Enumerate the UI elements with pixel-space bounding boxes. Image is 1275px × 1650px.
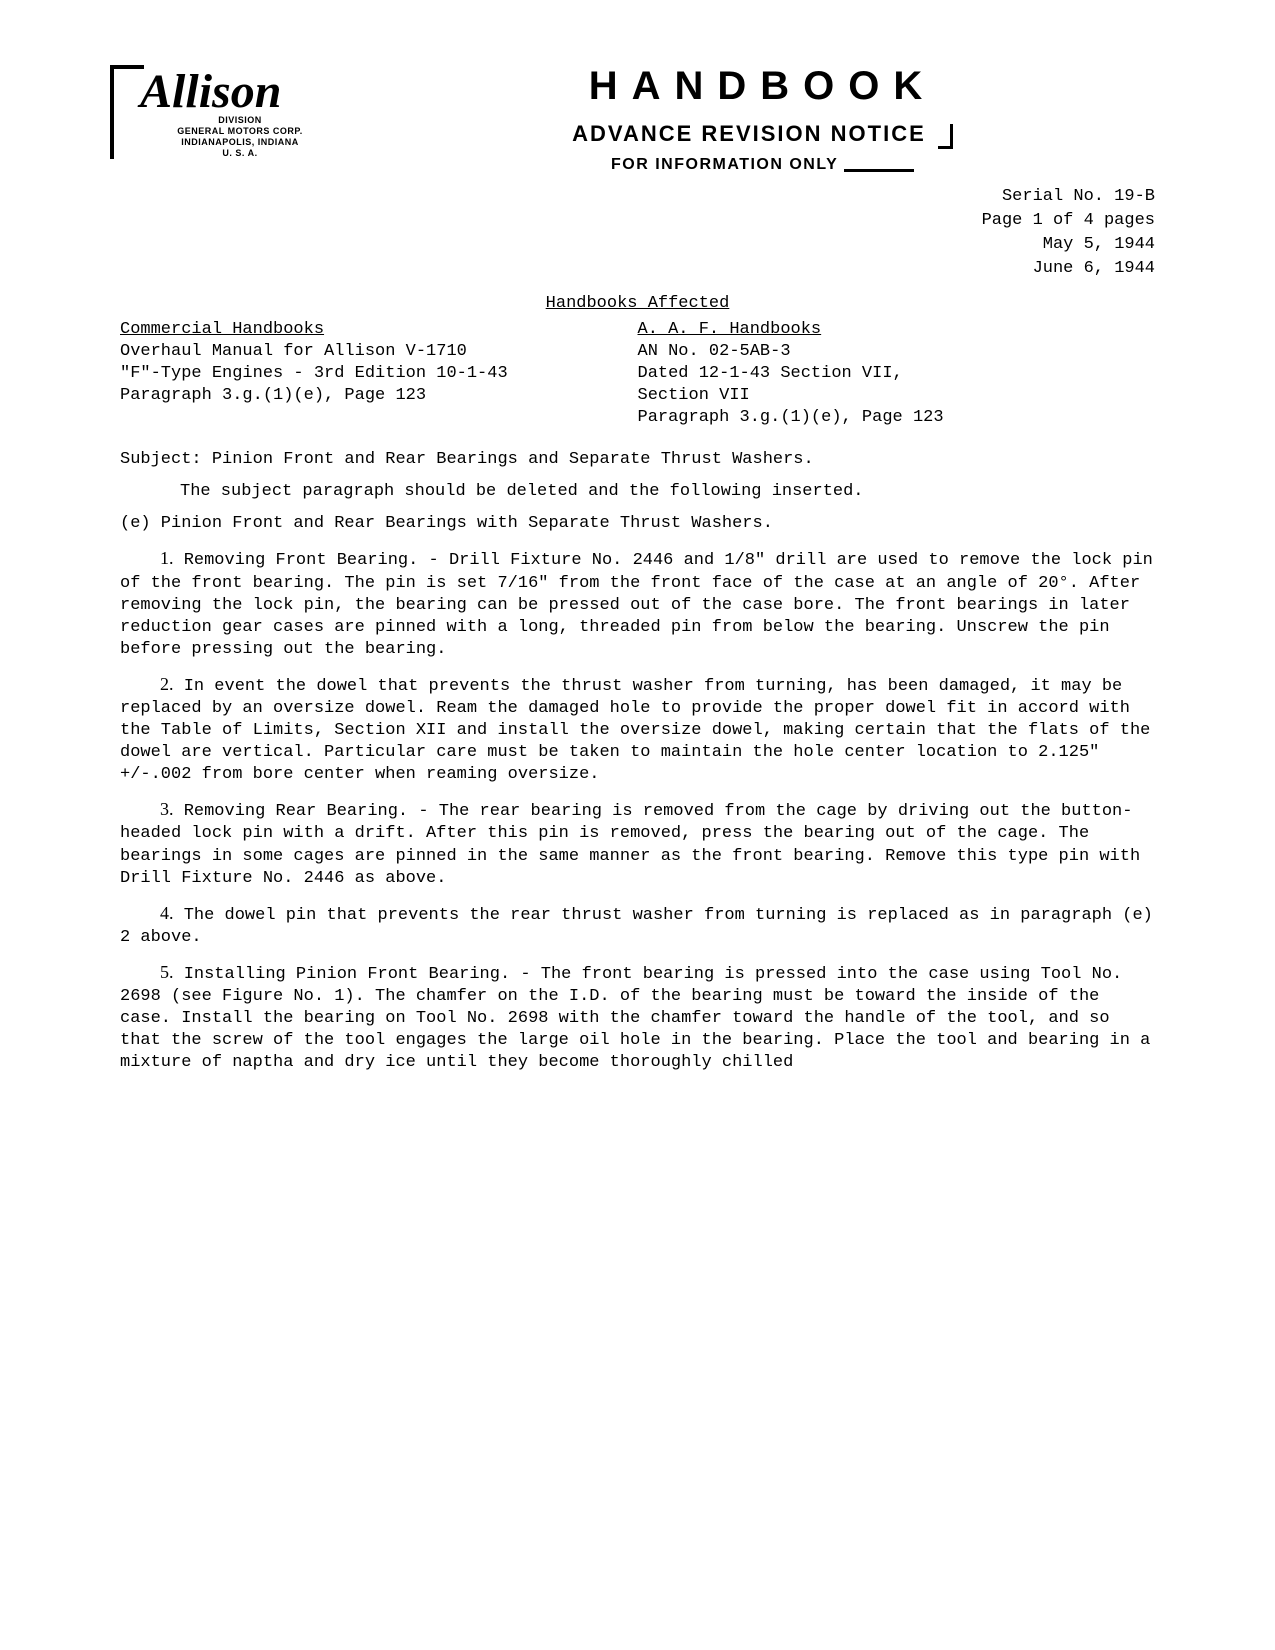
subject-line: Subject: Pinion Front and Rear Bearings … [120,449,1155,471]
paragraph-5: 5. Installing Pinion Front Bearing. - Th… [120,961,1155,1074]
title-sub-text: ADVANCE REVISION NOTICE [572,121,926,146]
aaf-line-4: Paragraph 3.g.(1)(e), Page 123 [638,407,1156,429]
aaf-column: A. A. F. Handbooks AN No. 02-5AB-3 Dated… [638,319,1156,429]
aaf-heading: A. A. F. Handbooks [638,319,1156,341]
aaf-line-1: AN No. 02-5AB-3 [638,341,1156,363]
date-1: May 5, 1944 [120,233,1155,257]
commercial-line-1: Overhaul Manual for Allison V-1710 [120,341,638,363]
page-number: Page 1 of 4 pages [120,209,1155,233]
aaf-line-2: Dated 12-1-43 Section VII, [638,363,1156,385]
paragraph-3: 3. Removing Rear Bearing. - The rear bea… [120,798,1155,889]
commercial-line-3: Paragraph 3.g.(1)(e), Page 123 [120,385,638,407]
logo-script: Allison [140,70,340,113]
para-5-text: Installing Pinion Front Bearing. - The f… [120,965,1150,1072]
para-num-3: 3. [160,799,174,819]
commercial-heading: Commercial Handbooks [120,319,638,341]
title-sub: ADVANCE REVISION NOTICE [370,120,1155,149]
para-num-5: 5. [160,962,174,982]
title-sub2-text: FOR INFORMATION ONLY [611,156,838,173]
paragraph-1: 1. Removing Front Bearing. - Drill Fixtu… [120,547,1155,660]
para-1-text: Removing Front Bearing. - Drill Fixture … [120,551,1153,658]
logo-box: Allison DIVISION GENERAL MOTORS CORP. IN… [120,60,340,158]
corner-bottom-mark [938,124,953,149]
handbooks-columns: Commercial Handbooks Overhaul Manual for… [120,319,1155,429]
logo-bracket-mark [110,65,144,159]
para-num-1: 1. [160,548,174,568]
commercial-line-2: "F"-Type Engines - 3rd Edition 10-1-43 [120,363,638,385]
logo-line-city: INDIANAPOLIS, INDIANA [140,137,340,148]
title-sub2: FOR INFORMATION ONLY [370,155,1155,176]
title-main: HANDBOOK [370,60,1155,112]
title-box: HANDBOOK ADVANCE REVISION NOTICE FOR INF… [370,60,1155,175]
header-row: Allison DIVISION GENERAL MOTORS CORP. IN… [120,60,1155,175]
handbooks-affected-heading: Handbooks Affected [120,293,1155,315]
paragraph-2: 2. In event the dowel that prevents the … [120,673,1155,786]
title-underline [844,169,914,172]
section-e-heading: (e) Pinion Front and Rear Bearings with … [120,513,1155,535]
para-3-text: Removing Rear Bearing. - The rear bearin… [120,802,1140,887]
logo-line-country: U. S. A. [140,148,340,159]
intro-line: The subject paragraph should be deleted … [120,481,1155,503]
commercial-column: Commercial Handbooks Overhaul Manual for… [120,319,638,429]
meta-block: Serial No. 19-B Page 1 of 4 pages May 5,… [120,185,1155,280]
paragraph-4: 4. The dowel pin that prevents the rear … [120,902,1155,949]
serial-number: Serial No. 19-B [120,185,1155,209]
para-2-text: In event the dowel that prevents the thr… [120,677,1150,784]
logo-line-company: GENERAL MOTORS CORP. [140,126,340,137]
aaf-line-3: Section VII [638,385,1156,407]
para-4-text: The dowel pin that prevents the rear thr… [120,906,1153,947]
date-2: June 6, 1944 [120,257,1155,281]
para-num-4: 4. [160,903,174,923]
para-num-2: 2. [160,674,174,694]
